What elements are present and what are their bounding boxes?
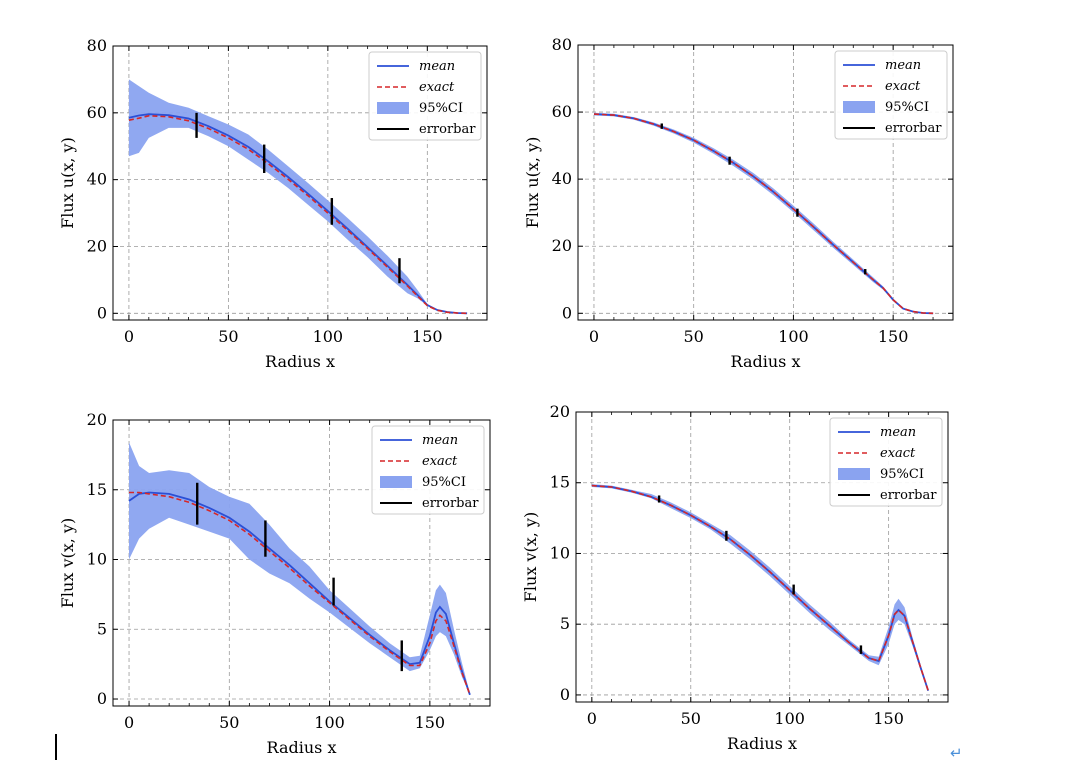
x-tick-label: 0 [124, 713, 134, 732]
ci-band [591, 484, 929, 691]
exact-line [128, 114, 468, 315]
legend-ci-swatch [380, 476, 412, 488]
x-axis-label: Radius x [267, 738, 337, 757]
y-tick-label: 60 [87, 103, 107, 122]
legend-exact-label: exact [419, 80, 455, 95]
mean-line [591, 484, 930, 691]
exact-line [593, 113, 934, 315]
mean-line [128, 113, 468, 315]
x-tick-label: 150 [873, 709, 904, 728]
legend-box [371, 425, 485, 515]
legend-errorbar-label: errorbar [419, 122, 476, 137]
legend-box [829, 417, 943, 507]
y-tick-label: 0 [97, 303, 107, 322]
y-tick-label: 5 [560, 614, 570, 633]
legend-errorbar-label: errorbar [880, 488, 937, 503]
y-tick-label: 20 [87, 236, 107, 255]
axes-frame [112, 45, 488, 321]
y-tick-label: 5 [97, 619, 107, 638]
x-tick-label: 100 [313, 327, 344, 346]
legend-ci-swatch [843, 101, 875, 113]
legend-box [834, 50, 948, 140]
y-axis-label: Flux u(x, y) [58, 137, 77, 229]
y-tick-label: 20 [87, 410, 107, 429]
x-tick-label: 50 [681, 709, 701, 728]
exact-line [591, 484, 929, 691]
axes-frame [112, 419, 491, 707]
legend-ci-label: 95%CI [422, 475, 466, 490]
panel-v-clean: 0 50 100 150 0 5 10 15 20 Radius x Flux v(x, y) mea… [521, 402, 949, 753]
x-tick-label: 150 [415, 713, 446, 732]
x-tick-label: 50 [684, 327, 704, 346]
y-tick-label: 0 [97, 689, 107, 708]
return-icon: ↵ [950, 744, 963, 762]
legend-mean-label: mean [885, 58, 921, 73]
legend-ci-swatch [377, 102, 409, 114]
exact-line [129, 491, 471, 696]
y-tick-label: 40 [552, 169, 572, 188]
panel-v-noisy: 0 50 100 150 0 5 10 15 20 Radius x Flux v(x, y) mea… [58, 410, 491, 757]
x-axis-label: Radius x [731, 352, 801, 371]
x-tick-label: 100 [314, 713, 345, 732]
legend-mean-label: mean [880, 425, 916, 440]
y-axis-label: Flux v(x, y) [521, 512, 540, 602]
legend-ci-swatch [838, 468, 870, 480]
legend-exact-label: exact [880, 446, 916, 461]
y-axis-label: Flux u(x, y) [523, 137, 542, 229]
legend-ci-label: 95%CI [419, 101, 463, 116]
y-axis-label: Flux v(x, y) [58, 518, 77, 608]
text-cursor [55, 734, 57, 760]
panel-u-clean: 0 50 100 150 0 20 40 60 80 Radius x Flux u(x, y) me… [523, 35, 954, 371]
y-tick-label: 15 [550, 473, 570, 492]
ci-band [129, 442, 470, 695]
legend-errorbar-label: errorbar [422, 496, 479, 511]
legend-exact-label: exact [422, 454, 458, 469]
x-tick-label: 150 [878, 327, 909, 346]
x-tick-label: 0 [587, 709, 597, 728]
y-tick-label: 0 [562, 303, 572, 322]
y-tick-label: 10 [87, 550, 107, 569]
x-tick-label: 100 [778, 327, 809, 346]
ci-band [594, 112, 934, 314]
x-axis-label: Radius x [727, 734, 797, 753]
x-axis-label: Radius x [265, 352, 335, 371]
y-tick-label: 10 [550, 543, 570, 562]
legend-ci-label: 95%CI [880, 467, 924, 482]
legend-mean-label: mean [419, 59, 455, 74]
legend-mean-label: mean [422, 433, 458, 448]
legend-errorbar-label: errorbar [885, 121, 942, 136]
y-tick-label: 20 [550, 402, 570, 421]
y-tick-label: 60 [552, 102, 572, 121]
mean-line [128, 491, 471, 696]
axes-frame [575, 411, 949, 703]
y-tick-label: 20 [552, 236, 572, 255]
x-tick-label: 0 [589, 327, 599, 346]
y-tick-label: 40 [87, 170, 107, 189]
y-tick-label: 15 [87, 480, 107, 499]
ci-band [128, 79, 468, 314]
panel-u-noisy: 0 50 100 150 0 20 40 60 80 Radius x Flux u(x, y) me… [58, 36, 488, 371]
y-tick-label: 80 [87, 36, 107, 55]
x-tick-label: 50 [218, 327, 238, 346]
x-tick-label: 0 [124, 327, 134, 346]
legend-box [368, 51, 482, 141]
axes-frame [577, 44, 954, 321]
legend-ci-label: 95%CI [885, 100, 929, 115]
x-tick-label: 150 [412, 327, 443, 346]
x-tick-label: 100 [774, 709, 805, 728]
mean-line [593, 113, 934, 315]
y-tick-label: 0 [560, 685, 570, 704]
x-tick-label: 50 [219, 713, 239, 732]
legend-exact-label: exact [885, 79, 921, 94]
y-tick-label: 80 [552, 35, 572, 54]
